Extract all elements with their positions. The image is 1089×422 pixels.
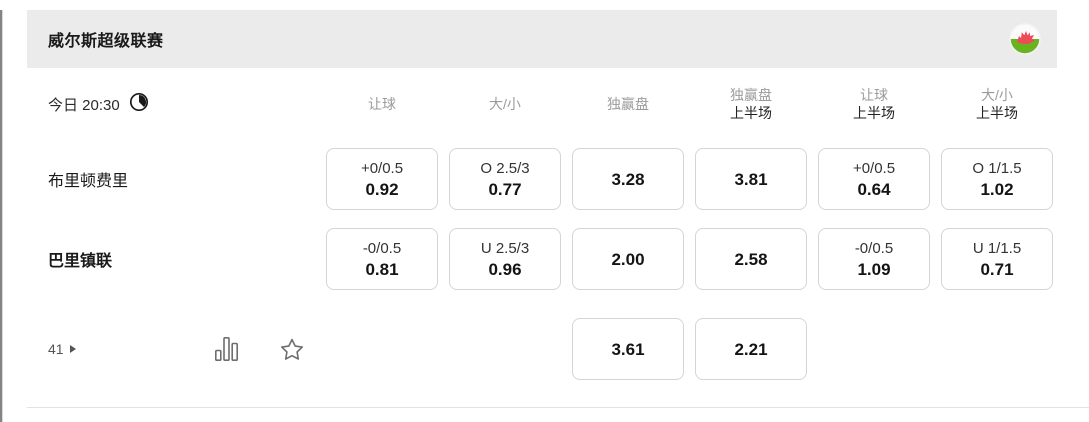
column-header-line2: 上半场 — [976, 105, 1018, 121]
column-header-line1: 让球 — [860, 87, 888, 103]
odds-box-moneyline-away[interactable]: 2.00 — [572, 228, 684, 290]
odds-price: 0.81 — [365, 259, 399, 279]
draw-row: 41 3.61 — [27, 318, 1057, 380]
odds-box-moneyline-draw[interactable]: 3.61 — [572, 318, 684, 380]
handicap-line: -0/0.5 — [854, 239, 894, 257]
total-line: U 2.5/3 — [480, 239, 530, 257]
odds-price: 1.09 — [857, 259, 891, 279]
league-header: 威尔斯超级联赛 — [27, 10, 1057, 68]
window-left-edge-highlight — [2, 10, 3, 422]
column-header-handicap: 让球 — [326, 95, 438, 113]
column-header-line2: 上半场 — [730, 105, 772, 121]
odds-box-moneyline-1h-away[interactable]: 2.58 — [695, 228, 807, 290]
team-row-away: 巴里镇联 -0/0.5 0.81 U 2.5/3 0.96 2.00 2.58 … — [27, 228, 1057, 290]
odds-box-over-under-1h-over[interactable]: O 1/1.5 1.02 — [941, 148, 1053, 210]
odds-box-moneyline-1h-home[interactable]: 3.81 — [695, 148, 807, 210]
column-header-line1: 独赢盘 — [607, 96, 649, 112]
team-row-home: 布里顿费里 +0/0.5 0.92 O 2.5/3 0.77 3.28 3.81… — [27, 148, 1057, 210]
column-header-line1: 大/小 — [489, 96, 521, 112]
odds-price: 0.96 — [488, 259, 522, 279]
column-header-over-under-first-half: 大/小 上半场 — [941, 86, 1053, 122]
odds-price: 2.21 — [734, 339, 768, 359]
odds-price: 2.58 — [734, 249, 768, 269]
odds-price: 0.77 — [488, 179, 522, 199]
more-markets-link[interactable]: 41 — [48, 341, 77, 357]
odds-box-over-under-over[interactable]: O 2.5/3 0.77 — [449, 148, 561, 210]
wales-flag-icon — [1008, 22, 1042, 56]
odds-box-handicap-home[interactable]: +0/0.5 0.92 — [326, 148, 438, 210]
odds-box-moneyline-home[interactable]: 3.28 — [572, 148, 684, 210]
odds-box-moneyline-1h-draw[interactable]: 2.21 — [695, 318, 807, 380]
odds-box-handicap-1h-home[interactable]: +0/0.5 0.64 — [818, 148, 930, 210]
column-header-line1: 大/小 — [981, 87, 1013, 103]
bar-chart-icon[interactable] — [214, 336, 239, 362]
match-tools: 41 — [27, 318, 315, 380]
odds-price: 3.61 — [611, 339, 645, 359]
league-title: 威尔斯超级联赛 — [48, 33, 164, 50]
column-header-moneyline: 独赢盘 — [572, 95, 684, 113]
odds-price: 2.00 — [611, 249, 645, 269]
column-header-handicap-first-half: 让球 上半场 — [818, 86, 930, 122]
total-line: U 1/1.5 — [972, 239, 1022, 257]
bottom-divider — [27, 407, 1089, 408]
kickoff-time: 今日 20:30 — [27, 92, 315, 116]
league-panel: 威尔斯超级联赛 今日 20:30 让球 大/小 — [27, 10, 1057, 380]
column-header-moneyline-first-half: 独赢盘 上半场 — [695, 86, 807, 122]
odds-price: 0.64 — [857, 179, 891, 199]
odds-price: 1.02 — [980, 179, 1014, 199]
star-icon[interactable] — [279, 337, 305, 362]
in-play-clock-icon — [129, 92, 149, 116]
odds-box-handicap-away[interactable]: -0/0.5 0.81 — [326, 228, 438, 290]
odds-price: 0.71 — [980, 259, 1014, 279]
window-left-edge — [0, 10, 2, 422]
odds-price: 3.28 — [611, 169, 645, 189]
column-header-over-under: 大/小 — [449, 95, 561, 113]
chevron-right-icon — [69, 345, 76, 353]
odds-box-handicap-1h-away[interactable]: -0/0.5 1.09 — [818, 228, 930, 290]
column-header-line1: 独赢盘 — [730, 87, 772, 103]
total-line: O 2.5/3 — [480, 159, 530, 177]
column-header-line1: 让球 — [368, 96, 396, 112]
market-header-row: 今日 20:30 让球 大/小 独赢盘 独赢盘 上半场 让球 上半 — [27, 85, 1057, 123]
away-team-name: 巴里镇联 — [48, 253, 113, 270]
odds-box-over-under-1h-under[interactable]: U 1/1.5 0.71 — [941, 228, 1053, 290]
column-header-line2: 上半场 — [853, 105, 895, 121]
handicap-line: -0/0.5 — [362, 239, 402, 257]
odds-price: 0.92 — [365, 179, 399, 199]
handicap-line: +0/0.5 — [360, 159, 404, 177]
kickoff-time-label: 今日 20:30 — [48, 96, 120, 114]
odds-price: 3.81 — [734, 169, 768, 189]
odds-box-over-under-under[interactable]: U 2.5/3 0.96 — [449, 228, 561, 290]
home-team-name: 布里顿费里 — [48, 173, 129, 190]
handicap-line: +0/0.5 — [852, 159, 896, 177]
total-line: O 1/1.5 — [972, 159, 1022, 177]
markets-count: 41 — [48, 341, 64, 357]
